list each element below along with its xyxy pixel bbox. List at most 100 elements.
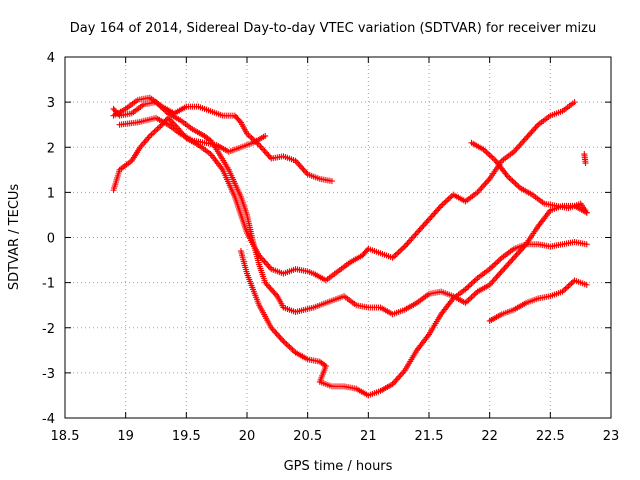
data-point [527,130,534,137]
data-point [519,139,526,146]
data-point [532,124,539,131]
series-track-7 [486,277,590,324]
data-point [297,163,304,170]
data-point [524,133,531,140]
data-point [397,247,404,254]
data-point [523,135,530,142]
data-point [436,204,443,211]
data-point [283,341,290,348]
data-point [516,142,523,149]
data-point [469,279,476,286]
data-point [509,177,516,184]
series-track-6 [468,139,590,216]
data-point [405,239,412,246]
data-point [582,160,589,167]
data-point [497,269,504,276]
data-point [583,241,590,248]
data-point [491,156,498,163]
data-point [567,281,574,288]
data-point [407,237,414,244]
data-point [258,145,265,152]
data-point [391,253,398,260]
x-tick-label: 20.5 [293,429,322,444]
data-point [149,130,156,137]
data-point [494,259,501,266]
data-point [488,264,495,271]
data-point [506,259,513,266]
data-point [438,202,445,209]
data-point [533,123,540,130]
x-tick-label: 19.5 [172,429,201,444]
data-point [513,251,520,258]
x-tick-label: 18.5 [51,429,80,444]
data-point [154,125,161,132]
data-point [583,209,590,216]
data-point [328,178,335,185]
data-point [509,256,516,263]
chart-title: Day 164 of 2014, Sidereal Day-to-day VTE… [70,21,596,36]
data-point [266,284,273,291]
data-point [498,268,505,275]
data-point [404,240,411,247]
data-point [272,329,279,336]
data-point [261,148,268,155]
y-tick-label: -4 [42,412,55,427]
data-point [442,198,449,205]
data-point [287,345,294,352]
data-point [268,287,275,294]
data-point [428,213,435,220]
data-point [270,327,277,334]
data-point [479,183,486,190]
data-point [466,282,473,289]
data-point [396,373,403,380]
data-point [493,274,500,281]
data-point [471,291,478,298]
data-point [444,197,451,204]
data-marks [110,94,590,399]
data-point [264,261,271,268]
data-point [399,370,406,377]
data-point [583,281,590,288]
data-point [489,154,496,161]
x-tick-label: 23 [603,429,620,444]
data-point [261,258,268,265]
data-point [521,136,528,143]
data-point [502,263,509,270]
y-tick-label: -1 [42,277,55,292]
data-point [510,179,517,186]
data-point [432,208,439,215]
data-point [420,222,427,229]
data-point [478,184,485,191]
data-point [284,342,291,349]
data-point [514,144,521,151]
data-point [403,242,410,249]
data-point [435,205,442,212]
data-point [506,174,513,181]
data-point [409,234,416,241]
data-point [248,134,255,141]
data-point [477,186,484,193]
data-point [482,180,489,187]
data-point [408,236,415,243]
x-tick-label: 20 [239,429,256,444]
x-tick-label: 22.5 [536,429,565,444]
data-point [289,346,296,353]
data-point [571,99,578,106]
data-point [393,376,400,383]
y-tick-label: 3 [47,96,55,111]
data-point [512,253,519,260]
data-point [441,200,448,207]
data-point [492,275,499,282]
data-point [529,127,536,134]
y-tick-label: 1 [47,186,55,201]
data-point [273,330,280,337]
data-point [508,257,515,264]
data-point [424,217,431,224]
data-point [513,182,520,189]
data-point [151,128,158,135]
data-point [512,180,519,187]
data-point [500,266,507,273]
series-track-4 [116,114,269,155]
data-point [501,265,508,272]
data-point [445,195,452,202]
